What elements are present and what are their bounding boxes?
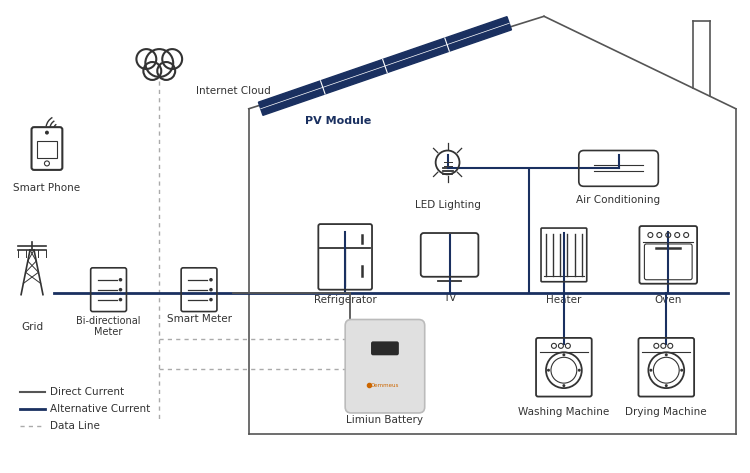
- Text: Internet Cloud: Internet Cloud: [196, 86, 271, 96]
- Circle shape: [209, 278, 213, 281]
- Text: TV: TV: [442, 293, 456, 303]
- Text: Smart Meter: Smart Meter: [166, 314, 232, 324]
- Circle shape: [209, 298, 213, 301]
- Circle shape: [547, 369, 550, 372]
- Text: Direct Current: Direct Current: [50, 387, 124, 397]
- Circle shape: [664, 353, 668, 356]
- FancyBboxPatch shape: [371, 342, 399, 355]
- Circle shape: [118, 288, 122, 291]
- Circle shape: [578, 369, 580, 372]
- Circle shape: [118, 298, 122, 301]
- Circle shape: [45, 131, 49, 135]
- Text: Smart Phone: Smart Phone: [13, 184, 80, 193]
- Circle shape: [650, 369, 652, 372]
- Text: Bi-directional
Meter: Bi-directional Meter: [76, 315, 141, 337]
- Text: Oven: Oven: [655, 295, 682, 305]
- Text: PV Module: PV Module: [305, 116, 372, 126]
- Text: Air Conditioning: Air Conditioning: [577, 195, 661, 205]
- Text: Oemmeus: Oemmeus: [370, 383, 399, 387]
- Text: LED Lighting: LED Lighting: [415, 200, 481, 210]
- Circle shape: [146, 49, 173, 77]
- FancyBboxPatch shape: [345, 319, 424, 413]
- Text: Drying Machine: Drying Machine: [626, 407, 707, 417]
- Text: Limiun Battery: Limiun Battery: [346, 415, 424, 425]
- Circle shape: [162, 49, 182, 69]
- Text: Refrigerator: Refrigerator: [314, 295, 376, 305]
- Circle shape: [562, 384, 566, 387]
- Text: Grid: Grid: [21, 323, 43, 333]
- Text: Alternative Current: Alternative Current: [50, 404, 150, 414]
- Circle shape: [118, 278, 122, 281]
- Polygon shape: [259, 17, 512, 115]
- Text: Washing Machine: Washing Machine: [518, 407, 610, 417]
- Circle shape: [562, 353, 566, 356]
- Circle shape: [158, 62, 176, 80]
- Circle shape: [680, 369, 683, 372]
- Circle shape: [209, 288, 213, 291]
- Circle shape: [664, 384, 668, 387]
- Text: Data Line: Data Line: [50, 421, 100, 431]
- Text: Heater: Heater: [546, 295, 581, 305]
- Circle shape: [143, 62, 161, 80]
- Circle shape: [136, 49, 156, 69]
